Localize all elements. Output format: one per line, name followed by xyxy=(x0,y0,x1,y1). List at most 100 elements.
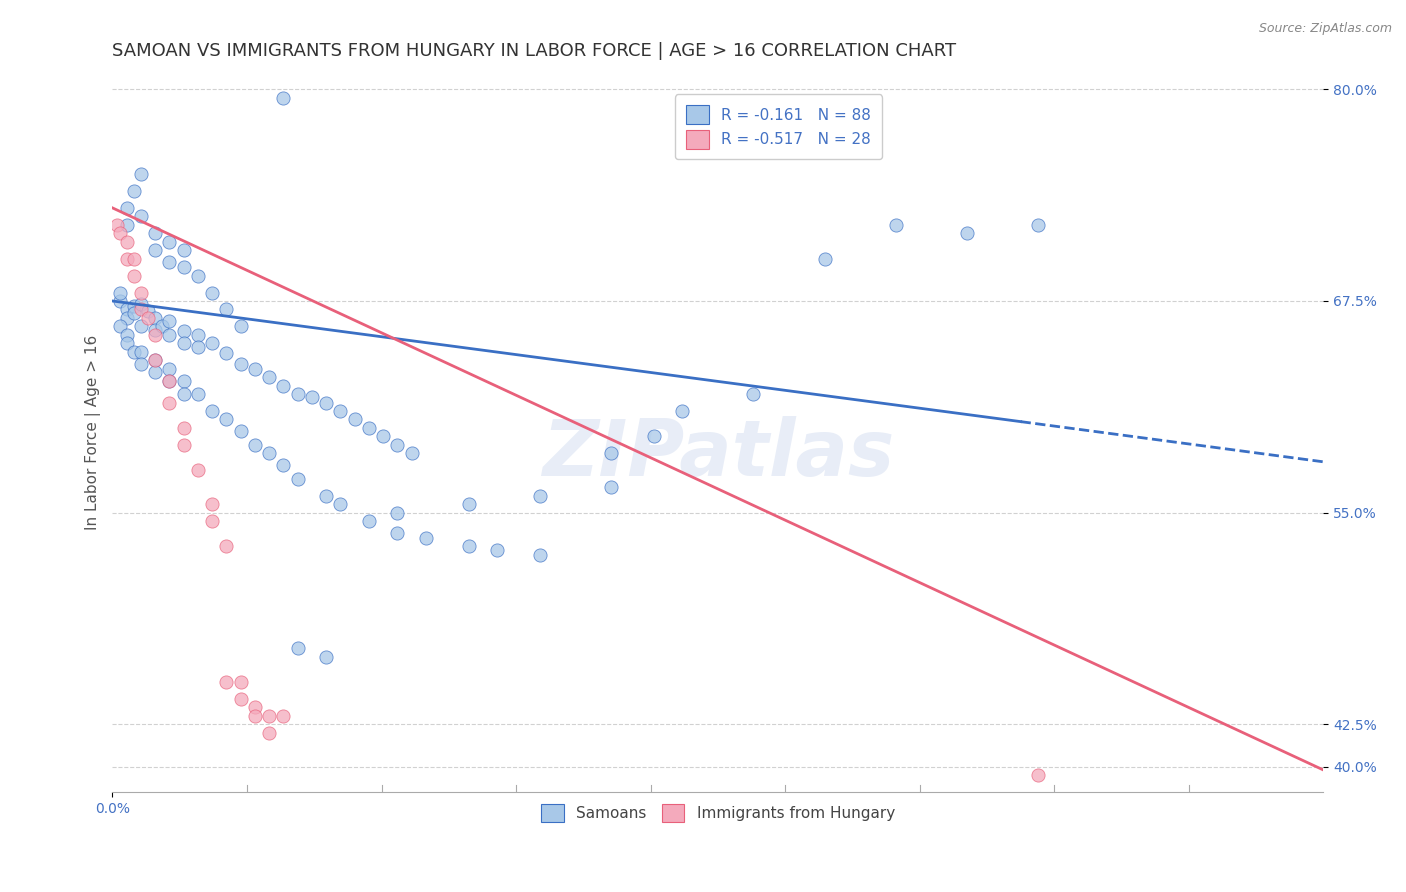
Point xyxy=(457,497,479,511)
Point xyxy=(201,514,224,528)
Point xyxy=(157,374,180,388)
Point xyxy=(643,429,665,443)
Point xyxy=(129,167,152,181)
Point xyxy=(243,708,266,723)
Point xyxy=(243,438,266,452)
Point xyxy=(229,674,252,689)
Point xyxy=(108,227,131,241)
Point xyxy=(143,353,166,368)
Point xyxy=(105,218,128,232)
Point xyxy=(343,412,366,426)
Point xyxy=(201,285,224,300)
Point xyxy=(329,497,352,511)
Point xyxy=(187,387,209,401)
Point xyxy=(157,235,180,249)
Point xyxy=(273,458,295,473)
Point xyxy=(157,374,180,388)
Point xyxy=(273,378,295,392)
Point xyxy=(301,391,323,405)
Point xyxy=(115,252,138,266)
Point xyxy=(287,641,309,656)
Point xyxy=(257,725,280,739)
Point xyxy=(173,243,195,257)
Point xyxy=(600,446,623,460)
Point xyxy=(129,297,152,311)
Point xyxy=(122,184,145,198)
Point xyxy=(122,252,145,266)
Point xyxy=(157,395,180,409)
Point xyxy=(357,514,380,528)
Point xyxy=(357,421,380,435)
Point xyxy=(529,489,551,503)
Point xyxy=(315,395,337,409)
Point xyxy=(187,327,209,342)
Point xyxy=(187,463,209,477)
Point xyxy=(173,325,195,339)
Legend: Samoans, Immigrants from Hungary: Samoans, Immigrants from Hungary xyxy=(529,791,907,835)
Point xyxy=(173,421,195,435)
Point xyxy=(371,429,394,443)
Point xyxy=(201,336,224,351)
Text: SAMOAN VS IMMIGRANTS FROM HUNGARY IN LABOR FORCE | AGE > 16 CORRELATION CHART: SAMOAN VS IMMIGRANTS FROM HUNGARY IN LAB… xyxy=(112,42,956,60)
Point xyxy=(257,446,280,460)
Point xyxy=(157,255,180,269)
Point xyxy=(173,260,195,274)
Point xyxy=(143,243,166,257)
Point xyxy=(486,542,509,557)
Point xyxy=(129,357,152,371)
Point xyxy=(315,649,337,664)
Point xyxy=(215,346,238,360)
Point xyxy=(122,268,145,283)
Point xyxy=(187,268,209,283)
Point xyxy=(387,525,409,540)
Point xyxy=(229,425,252,439)
Point xyxy=(956,227,979,241)
Point xyxy=(229,319,252,334)
Point xyxy=(115,235,138,249)
Point xyxy=(143,323,166,337)
Point xyxy=(150,319,173,334)
Point xyxy=(329,404,352,418)
Point xyxy=(129,285,152,300)
Text: ZIPatlas: ZIPatlas xyxy=(541,416,894,491)
Point xyxy=(273,91,295,105)
Point xyxy=(115,201,138,215)
Point xyxy=(187,340,209,354)
Point xyxy=(1028,768,1050,782)
Point xyxy=(129,319,152,334)
Point xyxy=(115,310,138,325)
Point xyxy=(884,218,907,232)
Point xyxy=(1028,218,1050,232)
Point xyxy=(257,370,280,384)
Point xyxy=(173,438,195,452)
Point xyxy=(115,302,138,317)
Text: Source: ZipAtlas.com: Source: ZipAtlas.com xyxy=(1258,22,1392,36)
Point xyxy=(122,344,145,359)
Point xyxy=(387,506,409,520)
Point xyxy=(115,218,138,232)
Point xyxy=(257,708,280,723)
Point xyxy=(122,299,145,313)
Point xyxy=(115,336,138,351)
Point xyxy=(143,310,166,325)
Point xyxy=(157,314,180,328)
Point xyxy=(173,374,195,388)
Point xyxy=(814,252,837,266)
Y-axis label: In Labor Force | Age > 16: In Labor Force | Age > 16 xyxy=(86,334,101,530)
Point xyxy=(215,540,238,554)
Point xyxy=(136,310,159,325)
Point xyxy=(529,548,551,562)
Point xyxy=(457,540,479,554)
Point xyxy=(143,227,166,241)
Point xyxy=(215,302,238,317)
Point xyxy=(201,497,224,511)
Point xyxy=(129,302,152,317)
Point xyxy=(215,412,238,426)
Point xyxy=(136,304,159,318)
Point xyxy=(173,336,195,351)
Point xyxy=(287,387,309,401)
Point xyxy=(129,210,152,224)
Point xyxy=(229,691,252,706)
Point xyxy=(108,285,131,300)
Point xyxy=(243,361,266,376)
